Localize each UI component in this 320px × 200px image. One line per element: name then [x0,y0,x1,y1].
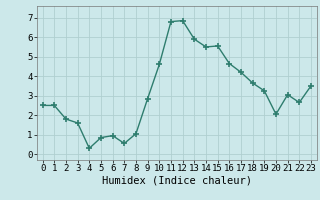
X-axis label: Humidex (Indice chaleur): Humidex (Indice chaleur) [102,176,252,186]
